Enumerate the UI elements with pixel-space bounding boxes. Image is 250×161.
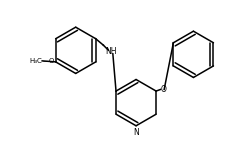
Text: —O: —O	[42, 58, 54, 64]
Text: NH: NH	[105, 47, 117, 56]
Text: O: O	[161, 85, 167, 94]
Text: N: N	[133, 128, 139, 137]
Text: H₃C: H₃C	[29, 58, 42, 64]
